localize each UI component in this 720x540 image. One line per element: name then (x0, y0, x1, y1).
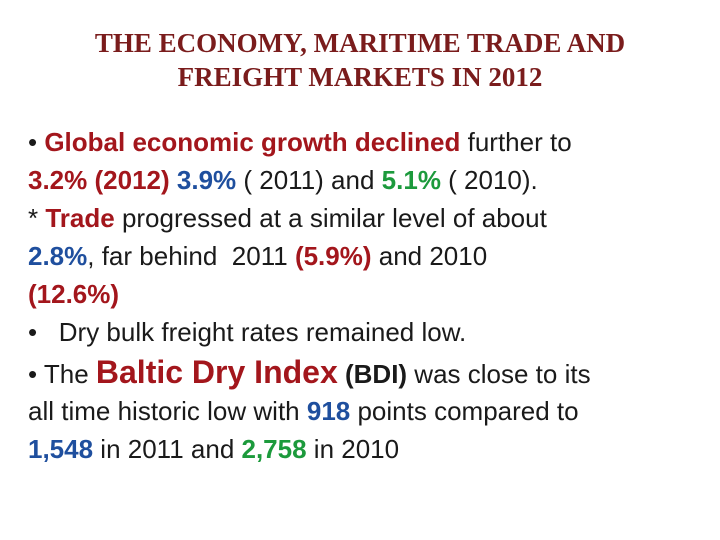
text: progressed at a similar level of about (114, 203, 547, 233)
highlight: 3.2% (2012) (28, 165, 170, 195)
highlight: 918 (306, 396, 351, 426)
text: • Dry bulk freight rates remained low. (28, 317, 467, 347)
highlight: Trade (45, 203, 115, 233)
highlight: 2.8% (28, 241, 88, 271)
text: • (28, 127, 45, 157)
slide-title: THE ECONOMY, MARITIME TRADE AND (94, 28, 626, 58)
text: in 2010 (306, 434, 400, 464)
text: in 2011 and (93, 434, 242, 464)
text-line: all time historic low with 918 points co… (28, 396, 579, 426)
text-line: 2.8%, far behind 2011 (5.9%) and 2010 (28, 241, 487, 271)
text: points compared to (350, 396, 579, 426)
text-line: • Global economic growth declined furthe… (28, 127, 572, 157)
highlight: 2,758 (241, 434, 307, 464)
highlight: (12.6%) (28, 279, 120, 309)
text: was close to its (407, 359, 591, 389)
text: • The (28, 359, 96, 389)
text: ( 2011) and (236, 165, 382, 195)
text: * (28, 203, 46, 233)
text-line: 3.2% (2012) 3.9% ( 2011) and 5.1% ( 2010… (28, 165, 538, 195)
text-line: • Dry bulk freight rates remained low. (28, 317, 466, 347)
highlight: Baltic Dry Index (95, 354, 338, 390)
text-line: 1,548 in 2011 and 2,758 in 2010 (28, 434, 399, 464)
slide-title: FREIGHT MARKETS IN 2012 (177, 62, 543, 92)
text-line: * Trade progressed at a similar level of… (28, 203, 547, 233)
highlight: Global economic growth declined (44, 127, 461, 157)
highlight: (BDI) (344, 359, 408, 389)
text (170, 165, 177, 195)
text: further to (460, 127, 572, 157)
highlight: 3.9% (176, 165, 237, 195)
text-line: • The Baltic Dry Index (BDI) was close t… (28, 354, 591, 390)
text: ( 2010). (440, 165, 538, 195)
highlight: 1,548 (28, 434, 94, 464)
text: and 2010 (371, 241, 488, 271)
text: all time historic low with (28, 396, 307, 426)
highlight: (5.9%) (294, 241, 372, 271)
text-line: (12.6%) (28, 279, 119, 309)
text: , far behind 2011 (87, 241, 295, 271)
highlight: 5.1% (381, 165, 441, 195)
text (338, 359, 345, 389)
